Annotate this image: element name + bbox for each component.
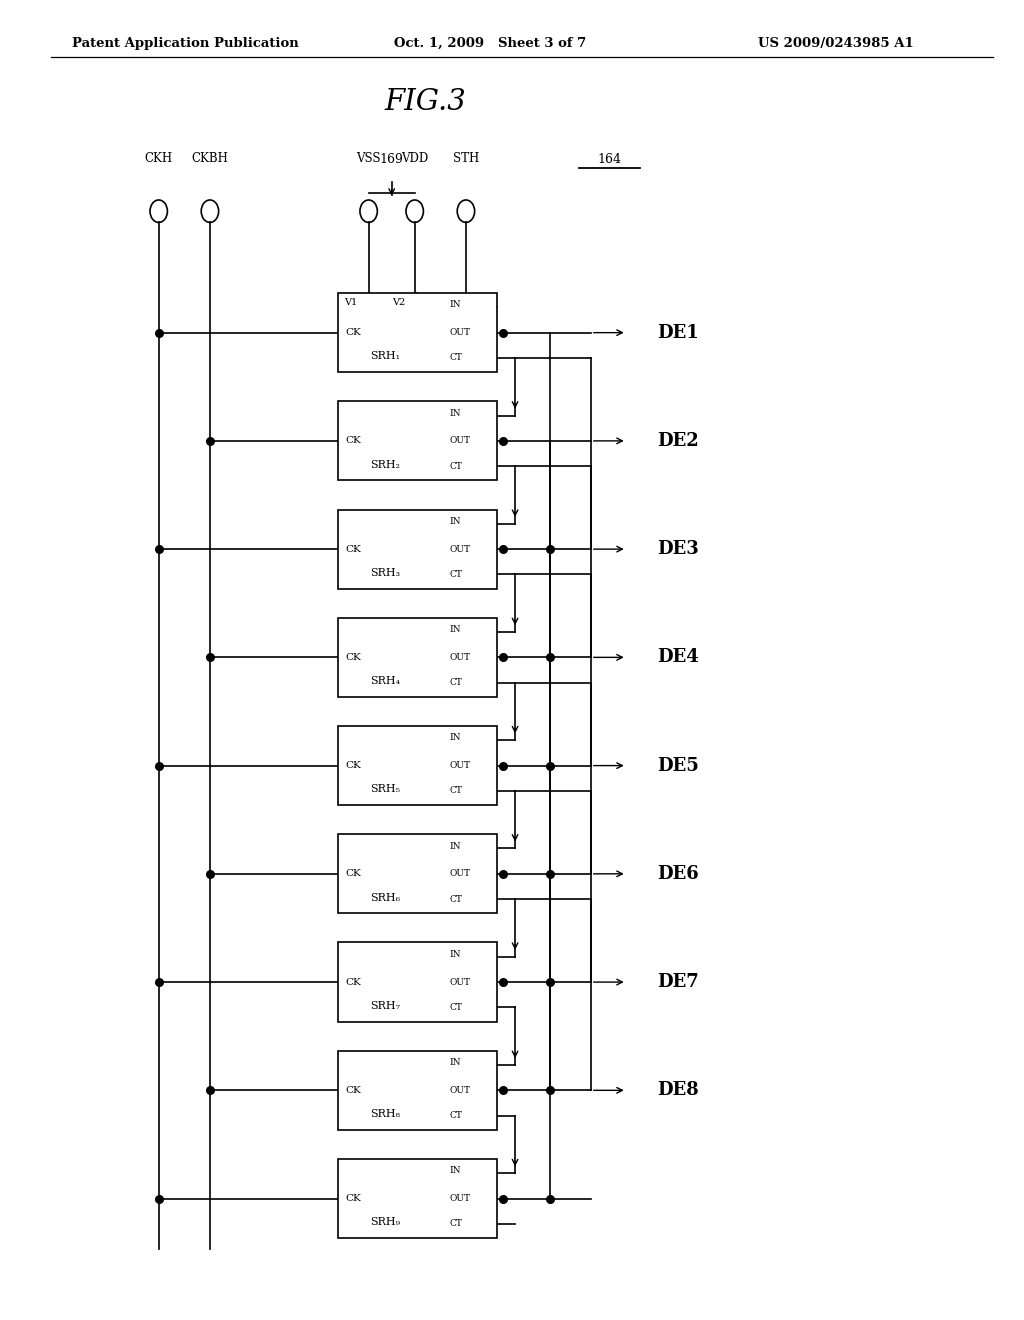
Bar (338, 1159, 497, 1238)
Text: IN: IN (449, 842, 461, 850)
Text: Oct. 1, 2009   Sheet 3 of 7: Oct. 1, 2009 Sheet 3 of 7 (394, 37, 587, 50)
Text: OUT: OUT (449, 1195, 470, 1203)
Text: OUT: OUT (449, 329, 470, 337)
Text: SRH₁: SRH₁ (370, 351, 399, 362)
Text: IN: IN (449, 409, 461, 417)
Text: SRH₇: SRH₇ (370, 1001, 399, 1011)
Text: IN: IN (449, 734, 461, 742)
Text: SRH₂: SRH₂ (370, 459, 399, 470)
Text: CK: CK (345, 978, 360, 986)
Bar (338, 618, 497, 697)
Text: CK: CK (345, 329, 360, 337)
Text: V2: V2 (392, 298, 406, 308)
Text: 169: 169 (380, 153, 403, 166)
Text: CKH: CKH (144, 152, 173, 165)
Text: SRH₃: SRH₃ (370, 568, 399, 578)
Text: Patent Application Publication: Patent Application Publication (72, 37, 298, 50)
Text: 164: 164 (597, 153, 622, 166)
Text: US 2009/0243985 A1: US 2009/0243985 A1 (758, 37, 913, 50)
Text: DE6: DE6 (657, 865, 699, 883)
Text: CK: CK (345, 545, 360, 553)
Text: OUT: OUT (449, 1086, 470, 1094)
Text: CKBH: CKBH (191, 152, 228, 165)
Bar (338, 942, 497, 1022)
Text: SRH₅: SRH₅ (370, 784, 399, 795)
Text: IN: IN (449, 626, 461, 634)
Text: OUT: OUT (449, 762, 470, 770)
Text: DE4: DE4 (657, 648, 699, 667)
Text: CT: CT (449, 570, 462, 579)
Text: SRH₆: SRH₆ (370, 892, 399, 903)
Text: CT: CT (449, 787, 462, 796)
Text: OUT: OUT (449, 870, 470, 878)
Text: IN: IN (449, 1167, 461, 1175)
Text: IN: IN (449, 1059, 461, 1067)
Text: SRH₄: SRH₄ (370, 676, 399, 686)
Text: OUT: OUT (449, 653, 470, 661)
Text: CT: CT (449, 1220, 462, 1229)
Text: VDD: VDD (401, 152, 428, 165)
Text: OUT: OUT (449, 545, 470, 553)
Text: FIG.3: FIG.3 (384, 88, 466, 116)
Bar (338, 510, 497, 589)
Text: DE3: DE3 (657, 540, 699, 558)
Text: OUT: OUT (449, 978, 470, 986)
Text: CT: CT (449, 895, 462, 904)
Text: CT: CT (449, 678, 462, 688)
Text: V1: V1 (344, 298, 357, 308)
Text: IN: IN (449, 301, 461, 309)
Bar (338, 401, 497, 480)
Text: DE5: DE5 (657, 756, 699, 775)
Text: IN: IN (449, 950, 461, 958)
Text: VSS: VSS (356, 152, 381, 165)
Text: CT: CT (449, 1003, 462, 1012)
Text: SRH₉: SRH₉ (370, 1217, 399, 1228)
Bar (338, 293, 497, 372)
Text: OUT: OUT (449, 437, 470, 445)
Text: DE1: DE1 (657, 323, 699, 342)
Text: CK: CK (345, 762, 360, 770)
Bar (338, 1051, 497, 1130)
Text: CK: CK (345, 653, 360, 661)
Text: DE8: DE8 (657, 1081, 699, 1100)
Text: CK: CK (345, 1086, 360, 1094)
Text: SRH₈: SRH₈ (370, 1109, 399, 1119)
Text: CK: CK (345, 870, 360, 878)
Text: CK: CK (345, 1195, 360, 1203)
Text: DE2: DE2 (657, 432, 699, 450)
Text: STH: STH (453, 152, 479, 165)
Text: IN: IN (449, 517, 461, 525)
Bar (338, 726, 497, 805)
Text: CK: CK (345, 437, 360, 445)
Text: CT: CT (449, 462, 462, 471)
Text: DE7: DE7 (657, 973, 699, 991)
Bar (338, 834, 497, 913)
Text: CT: CT (449, 354, 462, 363)
Text: CT: CT (449, 1111, 462, 1121)
